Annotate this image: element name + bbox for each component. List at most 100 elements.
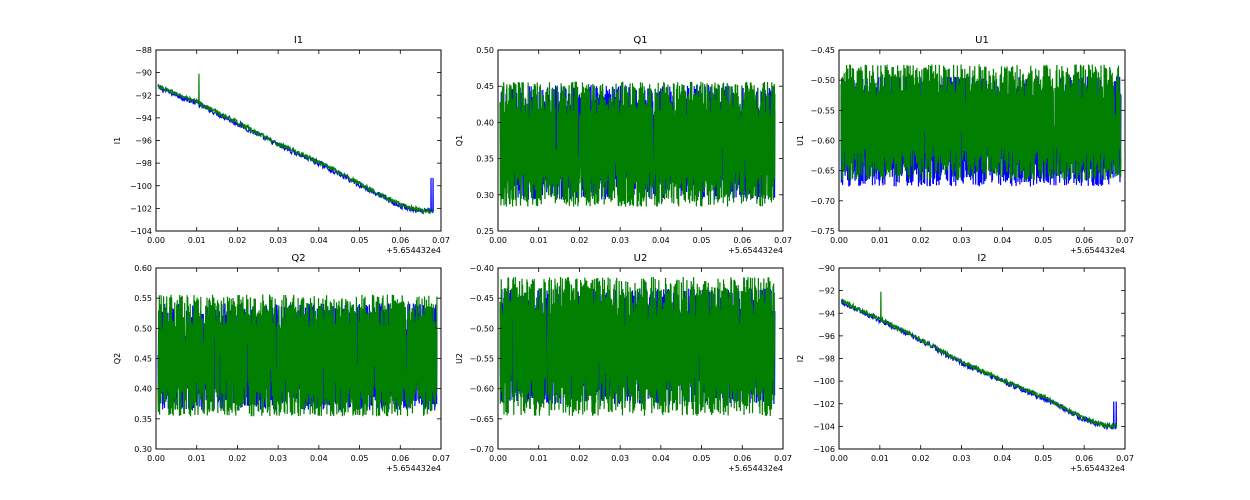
x-tick-label: 0.02	[571, 454, 589, 463]
x-tick-label: 0.07	[1116, 236, 1134, 245]
y-tick-label: 0.25	[476, 227, 494, 236]
series-line-2	[841, 291, 1118, 429]
x-offset-label: +5.654432e4	[728, 246, 783, 255]
plot-area	[840, 291, 1118, 431]
x-tick-label: 0.00	[147, 236, 165, 245]
x-tick-label: 0.00	[489, 454, 507, 463]
x-tick-label: 0.07	[432, 454, 450, 463]
y-tick-label: −88	[135, 46, 152, 55]
y-tick-label: −90	[818, 264, 835, 273]
x-tick-label: 0.01	[530, 454, 548, 463]
x-tick-label: 0.06	[1075, 454, 1093, 463]
subplot-title: I1	[294, 35, 303, 46]
y-tick-label: −0.50	[810, 76, 835, 85]
x-offset-label: +5.654432e4	[1070, 464, 1125, 473]
subplot-title: Q2	[291, 253, 305, 264]
x-tick-label: 0.03	[953, 236, 971, 245]
y-axis-label: Q2	[113, 353, 122, 364]
x-offset-label: +5.654432e4	[386, 246, 441, 255]
x-tick-label: 0.04	[994, 236, 1012, 245]
x-tick-label: 0.04	[994, 454, 1012, 463]
x-tick-label: 0.04	[310, 236, 328, 245]
x-tick-label: 0.06	[1075, 236, 1093, 245]
x-tick-label: 0.05	[351, 236, 369, 245]
y-tick-label: 0.30	[476, 191, 494, 200]
y-tick-label: −94	[135, 114, 152, 123]
x-tick-label: 0.03	[269, 236, 287, 245]
axes-frame	[497, 49, 784, 232]
y-axis-label: Q1	[455, 135, 464, 146]
y-tick-label: −102	[130, 204, 152, 213]
subplot-u2: 0.00 0.01 0.02 0.03 0.04 0.05 0.06 0.07 −0.40 −0.…	[455, 253, 792, 473]
y-tick-label: 0.35	[476, 155, 494, 164]
y-tick-label: −94	[818, 309, 835, 318]
x-tick-label: 0.07	[774, 236, 792, 245]
x-tick-label: 0.04	[310, 454, 328, 463]
x-tick-label: 0.03	[953, 454, 971, 463]
subplot-title: I2	[977, 253, 986, 264]
y-tick-label: −90	[135, 69, 152, 78]
y-axis-label: U1	[796, 135, 805, 146]
plot-area	[499, 276, 776, 416]
x-offset-label: +5.654432e4	[1070, 246, 1125, 255]
x-tick-label: 0.06	[391, 236, 409, 245]
subplot-i2: 0.00 0.01 0.02 0.03 0.04 0.05 0.06 0.07 −90 −92 −9…	[796, 253, 1134, 473]
x-tick-label: 0.02	[229, 236, 247, 245]
y-tick-label: −98	[135, 159, 152, 168]
y-tick-label: −0.65	[469, 415, 494, 424]
y-tick-label: 0.55	[134, 294, 152, 303]
y-tick-label: 0.45	[476, 82, 494, 91]
x-tick-label: 0.02	[229, 454, 247, 463]
x-tick-label: 0.07	[774, 454, 792, 463]
plot-area	[840, 64, 1122, 187]
y-tick-label: −0.75	[810, 227, 835, 236]
y-tick-label: −0.65	[810, 167, 835, 176]
plot-area	[499, 81, 776, 207]
y-tick-label: −0.40	[469, 264, 494, 273]
x-tick-label: 0.04	[652, 236, 670, 245]
y-tick-label: −104	[813, 422, 835, 431]
y-tick-label: −100	[813, 377, 835, 386]
y-tick-label: 0.45	[134, 355, 152, 364]
x-tick-label: 0.03	[611, 454, 629, 463]
x-tick-label: 0.07	[1116, 454, 1134, 463]
y-tick-label: −0.60	[469, 385, 494, 394]
x-tick-label: 0.01	[188, 236, 206, 245]
x-tick-label: 0.06	[733, 236, 751, 245]
series-line-2	[157, 294, 438, 417]
x-tick-label: 0.01	[871, 236, 889, 245]
y-tick-label: −0.45	[469, 294, 494, 303]
y-tick-label: −0.55	[469, 355, 494, 364]
x-tick-label: 0.05	[693, 236, 711, 245]
y-tick-label: −102	[813, 400, 835, 409]
x-tick-label: 0.07	[432, 236, 450, 245]
y-tick-label: 0.50	[476, 46, 494, 55]
y-axis-label: I1	[113, 137, 122, 144]
x-tick-label: 0.05	[693, 454, 711, 463]
y-tick-label: 0.40	[134, 385, 152, 394]
x-offset-label: +5.654432e4	[386, 464, 441, 473]
y-tick-label: −106	[813, 445, 835, 454]
x-tick-label: 0.00	[830, 454, 848, 463]
subplot-i1: 0.00 0.01 0.02 0.03 0.04 0.05 0.06 0.07 −88 −90 −9…	[113, 35, 450, 255]
subplot-title: U1	[975, 35, 989, 46]
y-tick-label: −96	[818, 332, 835, 341]
y-tick-label: 0.50	[134, 324, 152, 333]
y-tick-label: −96	[135, 137, 152, 146]
y-tick-label: −98	[818, 355, 835, 364]
y-tick-label: −0.70	[469, 445, 494, 454]
y-tick-label: 0.35	[134, 415, 152, 424]
x-tick-label: 0.01	[871, 454, 889, 463]
x-tick-label: 0.05	[1034, 454, 1052, 463]
y-tick-label: 0.60	[134, 264, 152, 273]
subplot-u1: 0.00 0.01 0.02 0.03 0.04 0.05 0.06 0.07 −0.45 −0.…	[796, 35, 1134, 255]
axes-frame	[838, 267, 1126, 450]
x-tick-label: 0.06	[733, 454, 751, 463]
y-tick-label: −0.55	[810, 106, 835, 115]
y-axis-label: I2	[796, 355, 805, 362]
x-tick-label: 0.03	[611, 236, 629, 245]
series-line-2	[499, 81, 776, 207]
y-tick-label: −0.50	[469, 324, 494, 333]
x-tick-label: 0.02	[912, 454, 930, 463]
y-axis-label: U2	[455, 353, 464, 364]
